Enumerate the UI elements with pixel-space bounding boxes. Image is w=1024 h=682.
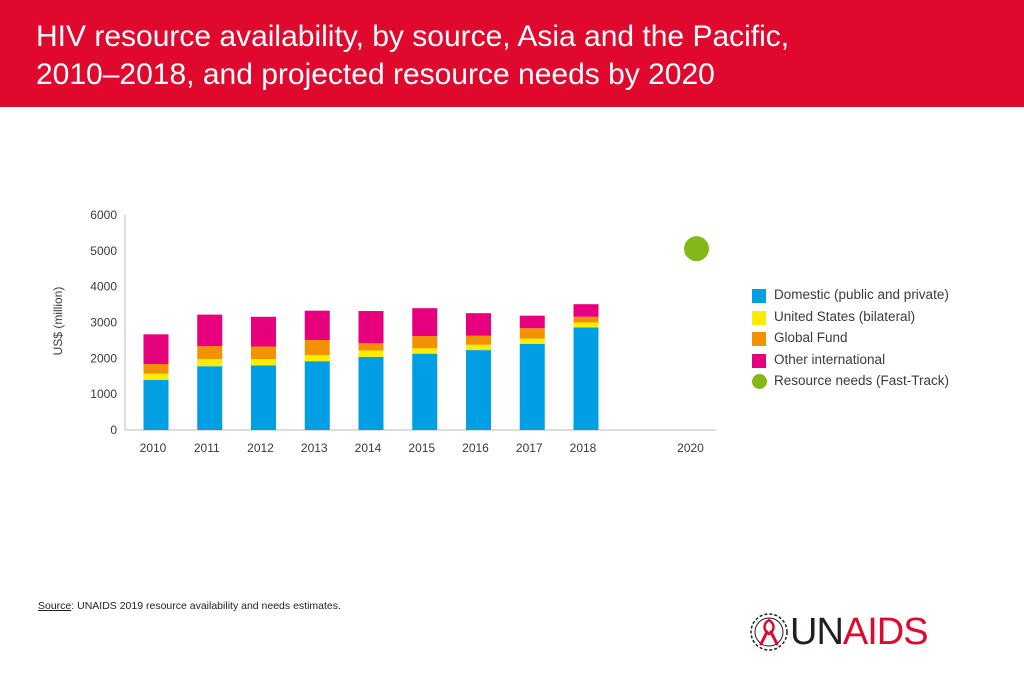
bar-segment (466, 344, 491, 351)
bar-segment (573, 316, 599, 323)
y-tick-labels: 0 1000 2000 3000 4000 5000 6000 (90, 208, 117, 437)
x-tick-label: 2018 (570, 441, 597, 455)
y-tick-label: 2000 (90, 351, 117, 365)
bar-segment (304, 310, 330, 341)
y-axis-label: US$ (million) (51, 287, 65, 356)
bar-segment (358, 343, 384, 351)
x-tick-label: 2016 (462, 441, 489, 455)
bar-segment (143, 334, 169, 365)
legend-label: Global Fund (774, 330, 848, 345)
x-tick-label: 2011 (194, 441, 220, 455)
legend-swatch (752, 374, 767, 389)
logo-aids: AIDS (842, 611, 929, 653)
bar-segment (573, 304, 599, 317)
bar-segment (466, 335, 491, 345)
bar-segment (519, 344, 545, 430)
y-tick-label: 6000 (90, 208, 117, 222)
bar-segment (573, 322, 599, 328)
legend-label: Other international (774, 351, 886, 367)
source-text: : UNAIDS 2019 resource availability and … (71, 600, 341, 612)
bar-segment (251, 346, 276, 360)
bar-segment (519, 328, 545, 339)
bar-segment (143, 373, 169, 380)
legend-swatch (752, 332, 766, 346)
bar-segment (573, 327, 599, 430)
y-tick-label: 1000 (90, 387, 117, 401)
bar-segment (519, 315, 545, 329)
unaids-logo: UNAIDS (748, 610, 948, 654)
bar-segment (304, 355, 330, 362)
bar-segment (412, 336, 438, 349)
x-tick-label: 2020 (677, 441, 704, 455)
bar-segment (412, 308, 438, 337)
legend-label: United States (bilateral) (774, 308, 916, 324)
y-tick-label: 5000 (90, 244, 117, 258)
logo-un: UN (790, 611, 844, 653)
title-banner: HIV resource availability, by source, As… (0, 0, 1024, 107)
x-tick-label: 2013 (301, 441, 328, 455)
bar-segment (251, 365, 276, 430)
bar-segment (358, 350, 384, 357)
bar-segment (358, 311, 384, 344)
bar-segment (143, 364, 169, 374)
bar-segment (358, 356, 384, 430)
bar-segment (412, 348, 438, 354)
bar-segment (466, 350, 491, 430)
bar-segment (251, 359, 276, 366)
bar-segment (412, 353, 438, 430)
y-tick-label: 0 (110, 423, 117, 437)
y-tick-label: 4000 (90, 280, 117, 294)
bar-segment (143, 379, 169, 430)
bar-segment (197, 314, 223, 347)
y-tick-label: 3000 (90, 316, 117, 330)
legend-label: Domestic (public and private) (774, 287, 949, 302)
bar-segment (304, 340, 330, 356)
x-tick-label: 2012 (247, 441, 274, 455)
logo-text: UNAIDS (790, 610, 929, 654)
x-tick-labels: 2010 2011 2012 2013 2014 2015 2016 2017 2018 2020 (140, 441, 705, 455)
bar-segment (197, 359, 223, 367)
chart-title: HIV resource availability, by source, As… (36, 18, 936, 94)
x-tick-label: 2017 (516, 441, 543, 455)
x-tick-label: 2010 (140, 441, 167, 455)
legend-swatch (752, 353, 766, 368)
need-points (684, 236, 709, 262)
bar-segment (466, 313, 491, 336)
bar-segment (251, 316, 276, 347)
red-ribbon-wreath-icon (750, 613, 788, 651)
legend-swatch (752, 289, 766, 303)
x-tick-label: 2014 (355, 441, 382, 455)
bar-segment (304, 361, 330, 430)
bar-segment (519, 338, 545, 344)
chart-title-line1: HIV resource availability, by source, As… (36, 20, 790, 53)
resource-need-point (684, 236, 709, 262)
bar-segment (197, 346, 223, 360)
source-label: Source (38, 600, 72, 612)
bar-segment (197, 366, 223, 430)
legend-swatch (752, 310, 766, 325)
legend-label: Resource needs (Fast-Track) (774, 373, 950, 388)
x-tick-label: 2015 (408, 441, 435, 455)
source-note: Source: UNAIDS 2019 resource availabilit… (38, 600, 341, 612)
chart-title-line2: 2010–2018, and projected resource needs … (36, 58, 715, 91)
bar-stacks (143, 304, 599, 430)
